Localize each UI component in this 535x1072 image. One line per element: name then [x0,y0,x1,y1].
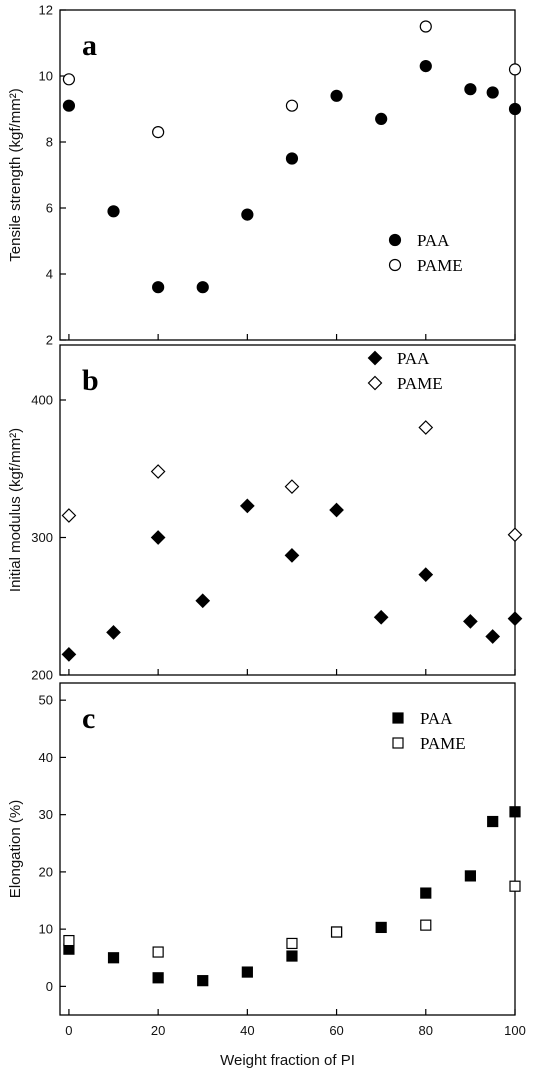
data-point-paa [284,548,300,563]
y-tick-label: 30 [39,807,53,822]
legend-label-paa: PAA [417,231,450,250]
data-point-paa [61,647,77,662]
data-point-pame [152,126,165,139]
panel-label: a [82,29,97,62]
legend-marker-pame [367,375,383,391]
data-point-paa [107,205,120,218]
x-tick-label: 60 [329,1023,343,1038]
data-point-paa [418,567,434,582]
data-point-paa [152,972,164,984]
y-tick-label: 40 [39,750,53,765]
y-tick-label: 4 [46,267,53,282]
data-point-paa [508,102,522,116]
y-axis-label: Tensile strength (kgf/mm²) [7,88,24,261]
legend-marker-paa [392,712,404,724]
data-point-pame [418,420,434,435]
data-point-paa [197,975,209,987]
y-tick-label: 20 [39,864,53,879]
y-tick-label: 10 [39,69,53,84]
data-point-paa [419,59,432,73]
data-point-paa [241,208,254,221]
legend-marker-pame [388,258,402,272]
y-axis-label: Elongation (%) [7,800,24,898]
plot-frame-b [59,344,516,676]
data-point-paa [150,530,166,545]
data-point-paa [373,609,389,625]
x-axis-label: Weight fraction of PI [220,1052,355,1069]
data-point-paa [195,593,211,609]
y-tick-label: 2 [46,333,53,348]
data-point-pame [285,99,299,112]
data-point-paa [152,281,165,294]
x-tick-label: 100 [504,1023,526,1038]
data-point-paa [329,502,344,518]
data-point-paa [507,611,523,626]
plot-frame-c [59,682,516,1016]
data-point-paa [464,870,476,882]
panel-label: b [82,364,99,397]
data-point-paa [240,498,255,514]
legend-label-pame: PAME [420,734,466,753]
data-point-paa [285,152,299,165]
y-tick-label: 300 [31,530,53,545]
data-point-pame [284,479,300,494]
data-point-pame [61,508,77,523]
y-tick-label: 0 [46,979,53,994]
legend-label-pame: PAME [397,374,443,393]
data-point-paa [107,952,120,964]
legend-marker-paa [388,233,402,247]
data-point-paa [375,921,387,934]
data-point-paa [286,950,298,962]
data-point-paa [509,806,521,818]
data-point-paa [463,614,478,629]
y-tick-label: 12 [39,3,53,18]
data-point-pame [63,934,75,947]
x-tick-label: 80 [419,1023,433,1038]
plot-frame-a [59,9,516,341]
y-tick-label: 200 [31,668,53,683]
data-point-pame [507,527,523,543]
y-axis-label: Initial modulus (kgf/mm²) [7,428,24,592]
data-point-paa [485,629,501,644]
legend-marker-paa [367,350,383,366]
data-point-paa [464,83,477,96]
data-point-pame [420,919,432,931]
data-point-pame [419,20,432,33]
y-tick-label: 10 [39,922,53,937]
data-point-paa [420,887,432,899]
data-point-paa [62,99,76,112]
y-tick-label: 50 [39,693,53,708]
data-point-pame [152,946,164,958]
data-point-pame [62,73,76,86]
data-point-pame [508,63,522,76]
data-point-pame [150,464,166,479]
data-point-paa [375,112,388,126]
x-tick-label: 0 [65,1023,72,1038]
legend-label-paa: PAA [420,709,453,728]
legend-label-paa: PAA [397,349,430,368]
data-point-pame [509,880,521,892]
data-point-paa [196,281,209,294]
data-point-paa [330,89,343,102]
y-tick-label: 400 [31,393,53,408]
data-point-pame [330,926,343,938]
data-point-pame [286,937,298,950]
x-tick-label: 40 [240,1023,254,1038]
data-point-paa [487,815,499,828]
data-point-paa [106,625,121,640]
panel-label: c [82,702,95,735]
data-point-paa [486,86,499,99]
x-tick-label: 20 [151,1023,165,1038]
y-tick-label: 6 [46,201,53,216]
legend-label-pame: PAME [417,256,463,275]
data-point-paa [241,966,253,978]
y-tick-label: 8 [46,135,53,150]
legend-marker-pame [392,737,404,749]
